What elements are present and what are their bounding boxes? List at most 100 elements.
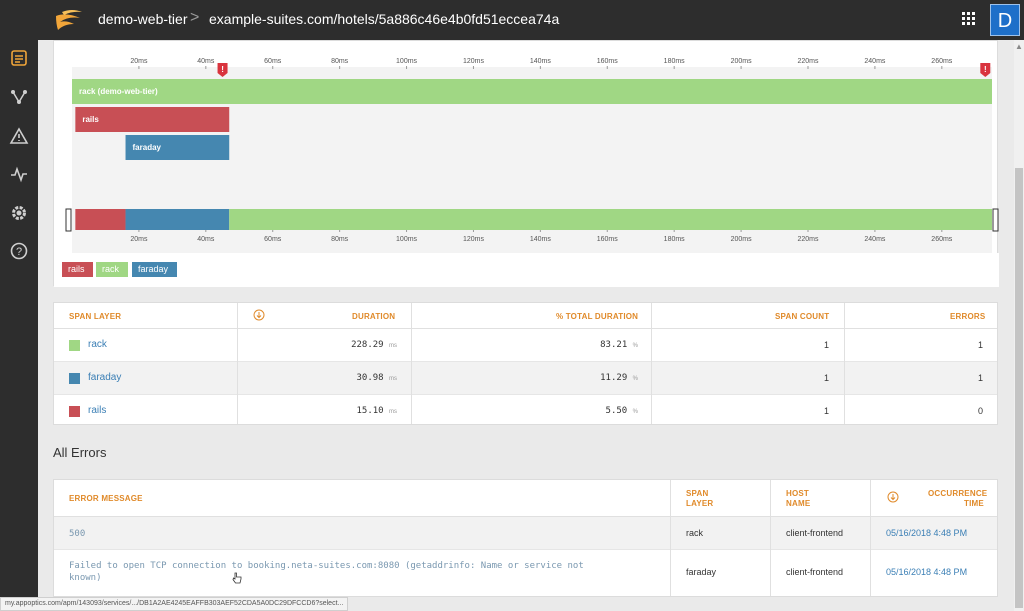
overview-segment-faraday bbox=[125, 209, 230, 230]
column-divider bbox=[237, 303, 238, 424]
error-span-layer: faraday bbox=[686, 567, 717, 577]
help-icon[interactable]: ? bbox=[9, 241, 29, 261]
table-header: ERROR MESSAGE SPAN LAYER HOST NAME OCCUR… bbox=[54, 480, 997, 517]
overview-tick-label: 140ms bbox=[530, 236, 552, 243]
column-header-span-count[interactable]: SPAN COUNT bbox=[775, 312, 830, 321]
app-logo-icon[interactable] bbox=[52, 6, 86, 34]
error-message: 500 bbox=[69, 529, 86, 539]
span-count-value: 1 bbox=[823, 373, 829, 383]
pct-value: 83.21 bbox=[600, 340, 628, 350]
duration-unit: ms bbox=[389, 409, 397, 415]
error-marker-label: ! bbox=[221, 65, 224, 74]
column-header-host-name-line2[interactable]: NAME bbox=[786, 499, 811, 508]
brush-handle-left[interactable] bbox=[65, 208, 72, 232]
table-row[interactable]: rails 15.10 ms 5.50 % 1 0 bbox=[54, 395, 997, 428]
x-tick-label: 200ms bbox=[731, 58, 753, 65]
span-bar-faraday[interactable] bbox=[125, 135, 230, 160]
span-bar-rails[interactable] bbox=[75, 107, 230, 132]
error-occurrence-time-link[interactable]: 05/16/2018 4:48 PM bbox=[886, 567, 968, 577]
pct-value: 11.29 bbox=[600, 373, 628, 383]
sort-down-icon[interactable] bbox=[887, 491, 899, 503]
alerts-icon[interactable] bbox=[9, 126, 29, 146]
span-layer-link[interactable]: faraday bbox=[88, 372, 122, 383]
overview-segment-rails bbox=[75, 209, 126, 230]
overview-tick-label: 80ms bbox=[331, 236, 349, 243]
traces-icon[interactable] bbox=[9, 48, 29, 68]
table-header: SPAN LAYER DURATION % TOTAL DURATION SPA… bbox=[54, 303, 997, 329]
x-tick-label: 160ms bbox=[597, 58, 619, 65]
legend-item-faraday[interactable]: faraday bbox=[132, 262, 177, 277]
x-tick-label: 120ms bbox=[463, 58, 485, 65]
span-bar-rack[interactable] bbox=[72, 79, 992, 104]
error-marker-label: ! bbox=[984, 65, 987, 74]
span-bar-label: faraday bbox=[133, 143, 162, 152]
overview-tick-label: 260ms bbox=[931, 236, 953, 243]
column-header-occurrence-time[interactable]: OCCURRENCE bbox=[928, 489, 988, 498]
error-message-continued: known) bbox=[69, 573, 102, 583]
mouse-pointer-icon bbox=[232, 572, 242, 584]
x-tick-label: 40ms bbox=[197, 58, 215, 65]
span-bar-label: rails bbox=[82, 115, 99, 124]
span-layer-link[interactable]: rails bbox=[88, 405, 107, 416]
error-occurrence-time-link[interactable]: 05/16/2018 4:48 PM bbox=[886, 528, 968, 538]
x-tick-label: 180ms bbox=[664, 58, 686, 65]
error-marker-icon[interactable] bbox=[217, 63, 228, 77]
status-bar-url: my.appoptics.com/apm/143093/services/...… bbox=[0, 597, 349, 611]
duration-value: 15.10 bbox=[356, 406, 384, 416]
scroll-up-icon[interactable]: ▲ bbox=[1015, 42, 1023, 51]
legend-item-rack[interactable]: rack bbox=[96, 262, 128, 277]
avatar[interactable]: D bbox=[990, 4, 1020, 36]
x-tick-label: 80ms bbox=[331, 58, 349, 65]
column-header-errors[interactable]: ERRORS bbox=[950, 312, 986, 321]
errors-value: 1 bbox=[977, 340, 983, 350]
column-divider bbox=[651, 303, 652, 424]
overview-tick-label: 220ms bbox=[797, 236, 819, 243]
errors-table: ERROR MESSAGE SPAN LAYER HOST NAME OCCUR… bbox=[53, 479, 998, 597]
scrollbar[interactable]: ▲ bbox=[1014, 40, 1024, 611]
column-divider bbox=[844, 303, 845, 424]
column-header-span-layer-line2[interactable]: LAYER bbox=[686, 499, 714, 508]
errors-value: 0 bbox=[977, 406, 983, 416]
services-icon[interactable] bbox=[9, 87, 29, 107]
overview-tick-label: 120ms bbox=[463, 236, 485, 243]
overview-tick-label: 180ms bbox=[664, 236, 686, 243]
duration-unit: ms bbox=[389, 343, 397, 349]
pct-unit: % bbox=[632, 409, 638, 415]
column-header-duration[interactable]: DURATION bbox=[352, 312, 396, 321]
app-name[interactable]: demo-web-tier bbox=[98, 11, 188, 27]
section-title: All Errors bbox=[53, 445, 107, 460]
trace-timeline-card: 20ms 20ms 40ms 40ms 60ms 60ms 80ms 80ms 100ms 100… bbox=[53, 40, 999, 287]
pct-value: 5.50 bbox=[605, 406, 628, 416]
overview-segment-rack bbox=[229, 209, 993, 230]
overview-tick-label: 160ms bbox=[597, 236, 619, 243]
brush-handle-right[interactable] bbox=[992, 208, 999, 232]
top-bar: demo-web-tier > example-suites.com/hotel… bbox=[0, 0, 1024, 40]
svg-text:?: ? bbox=[16, 246, 22, 258]
column-header-pct-total-duration[interactable]: % TOTAL DURATION bbox=[556, 312, 639, 321]
duration-unit: ms bbox=[389, 376, 397, 382]
table-row[interactable]: rack 228.29 ms 83.21 % 1 1 bbox=[54, 329, 997, 362]
trace-timeline-chart[interactable]: 20ms 20ms 40ms 40ms 60ms 60ms 80ms 80ms 100ms 100… bbox=[54, 41, 999, 287]
apps-grid-icon[interactable] bbox=[962, 12, 978, 28]
scrollbar-thumb[interactable] bbox=[1015, 168, 1023, 608]
column-header-span-layer[interactable]: SPAN bbox=[686, 489, 709, 498]
column-header-occurrence-time-line2[interactable]: TIME bbox=[964, 499, 984, 508]
column-header-span-layer[interactable]: SPAN LAYER bbox=[69, 312, 122, 321]
table-row[interactable]: Failed to open TCP connection to booking… bbox=[54, 550, 997, 596]
span-layer-link[interactable]: rack bbox=[88, 339, 107, 350]
error-span-layer: rack bbox=[686, 528, 704, 538]
column-header-host-name[interactable]: HOST bbox=[786, 489, 810, 498]
metrics-icon[interactable] bbox=[9, 164, 29, 184]
column-header-error-message[interactable]: ERROR MESSAGE bbox=[69, 494, 143, 503]
table-row[interactable]: faraday 30.98 ms 11.29 % 1 1 bbox=[54, 362, 997, 395]
x-tick-label: 240ms bbox=[864, 58, 886, 65]
column-divider bbox=[770, 480, 771, 596]
column-divider bbox=[411, 303, 412, 424]
settings-icon[interactable] bbox=[9, 203, 29, 223]
legend-item-rails[interactable]: rails bbox=[62, 262, 93, 277]
error-marker-icon[interactable] bbox=[980, 63, 991, 77]
pct-unit: % bbox=[632, 376, 638, 382]
error-message: Failed to open TCP connection to booking… bbox=[69, 561, 584, 571]
table-row[interactable]: 500 rack client-frontend 05/16/2018 4:48… bbox=[54, 517, 997, 550]
sort-down-icon[interactable] bbox=[253, 309, 265, 321]
